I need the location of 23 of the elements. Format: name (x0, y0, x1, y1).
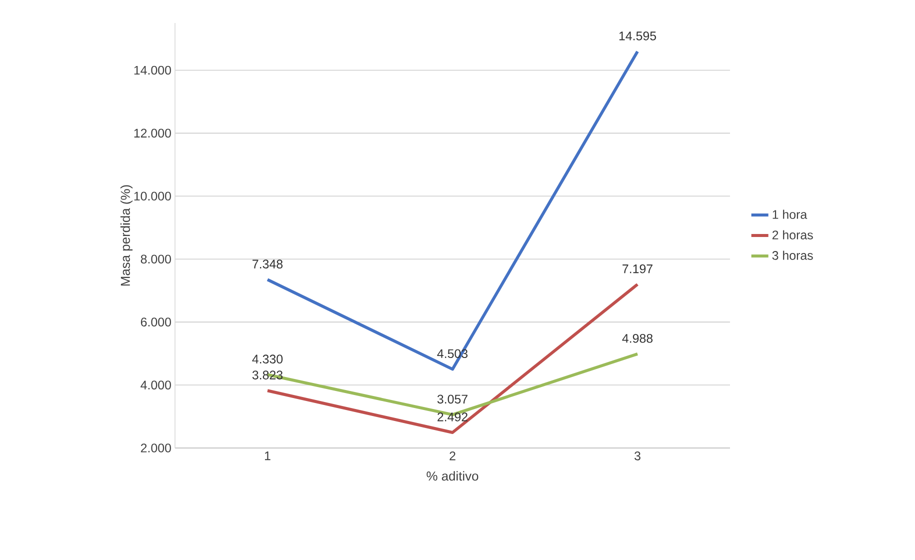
y-tick-label: 2.000 (140, 444, 171, 452)
x-axis-title: % aditivo (426, 471, 478, 481)
y-tick-label: 6.000 (140, 318, 171, 326)
data-label: 3.057 (437, 394, 468, 404)
data-label: 3.823 (252, 370, 283, 380)
data-label: 14.595 (619, 32, 656, 40)
legend-label: 3 horas (772, 250, 813, 260)
data-label: 7.348 (252, 260, 283, 268)
x-tick-label: 2 (450, 452, 456, 460)
y-tick-label: 8.000 (140, 254, 171, 264)
y-tick-label: 4.000 (140, 380, 171, 390)
y-tick-label: 12.000 (134, 128, 171, 138)
data-label: 4.988 (622, 334, 653, 343)
legend-label: 1 hora (772, 210, 808, 219)
data-label: 4.330 (252, 354, 283, 364)
x-tick-label: 1 (264, 452, 270, 460)
x-tick-label: 3 (634, 452, 640, 460)
y-tick-label: 10.000 (134, 192, 171, 201)
y-tick-label: 14.000 (134, 66, 171, 75)
data-label: 7.197 (622, 264, 652, 274)
data-label: 2.492 (438, 412, 468, 422)
y-axis-title: Masa perdida (%) (120, 185, 133, 286)
legend-label: 2 horas (772, 230, 813, 240)
